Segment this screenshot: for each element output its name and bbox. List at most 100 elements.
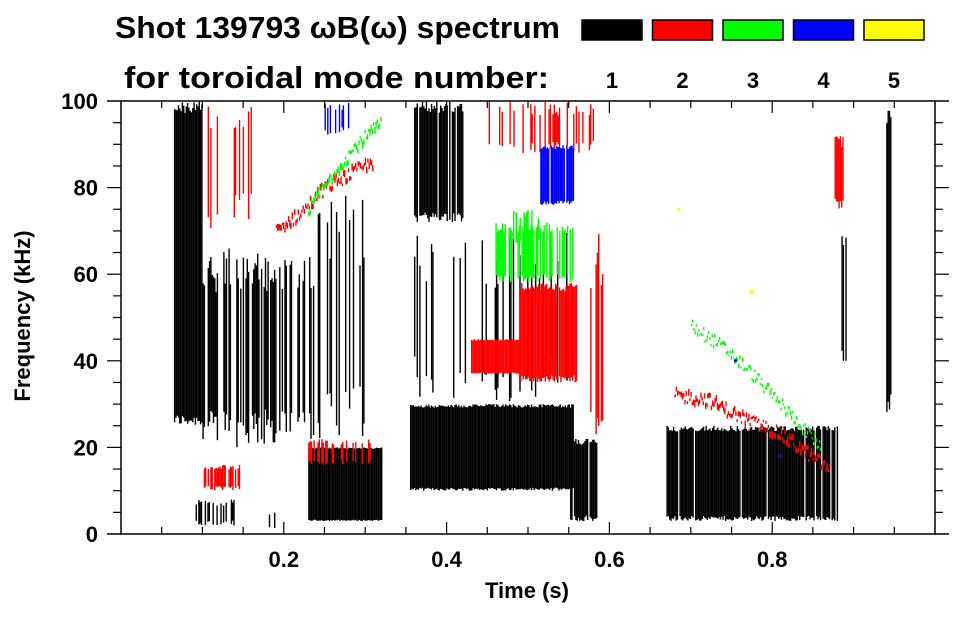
spectral-streak-mode-1	[774, 431, 776, 521]
spectral-streak-mode-1	[523, 406, 525, 490]
spectral-streak-mode-2	[228, 469, 230, 488]
spectral-streak-mode-2	[215, 467, 217, 487]
spectral-streak-mode-1	[689, 427, 692, 519]
spectral-streak-mode-1	[684, 426, 686, 518]
mode-ridge-mode-2	[764, 428, 766, 432]
spectral-streak-mode-1	[297, 287, 299, 422]
mode-ridge-mode-3	[344, 156, 347, 160]
spectral-streak-mode-1	[541, 407, 543, 489]
mode-ridge-mode-2	[737, 411, 739, 417]
spectral-streak-mode-1	[799, 429, 801, 521]
mode-ridge-mode-2	[733, 406, 736, 412]
spectral-streak-mode-1	[460, 405, 463, 489]
mode-ridge-mode-3	[766, 382, 769, 386]
spectral-streak-mode-1	[192, 108, 194, 423]
mode-ridge-mode-2	[738, 411, 741, 416]
spectral-streak-mode-1	[671, 430, 673, 519]
spectral-streak-mode-1	[546, 405, 548, 489]
spectral-streak-mode-1	[176, 110, 178, 416]
spectral-streak-mode-1	[200, 501, 203, 525]
spectral-streak-mode-2	[558, 107, 561, 151]
mode-ridge-mode-2	[369, 158, 372, 165]
spectral-streak-mode-1	[281, 289, 284, 412]
mode-ridge-mode-3	[716, 343, 718, 347]
spectral-streak-mode-2	[233, 128, 235, 218]
mode-ridge-mode-2	[324, 181, 326, 184]
mode-ridge-mode-3	[769, 390, 771, 395]
mode-ridge-mode-3	[736, 357, 739, 361]
spectral-streak-mode-1	[555, 406, 557, 488]
spectral-streak-mode-1	[516, 407, 518, 490]
spectral-streak-mode-2	[542, 283, 544, 379]
spectral-streak-mode-1	[365, 448, 367, 521]
spectral-streak-mode-2	[478, 340, 481, 374]
mode-ridge-mode-2	[736, 419, 738, 423]
spectral-streak-mode-1	[190, 112, 193, 421]
mode-ridge-mode-3	[700, 333, 702, 336]
mode-ridge-mode-2	[318, 195, 320, 199]
spectral-streak-mode-1	[568, 404, 570, 489]
spectral-streak-mode-1	[809, 428, 811, 520]
spectral-streak-mode-2	[548, 287, 550, 382]
spectral-streak-mode-2	[548, 109, 550, 145]
spectral-streak-mode-1	[788, 430, 790, 521]
spectral-streak-mode-1	[454, 404, 456, 490]
spectral-streak-mode-1	[710, 430, 712, 517]
spectral-streak-mode-2	[543, 286, 545, 377]
mode-ridge-mode-2	[700, 392, 702, 398]
mode-ridge-mode-3	[812, 442, 815, 445]
spectral-streak-mode-2	[507, 339, 509, 374]
spectral-streak-mode-3	[569, 229, 571, 283]
spectral-streak-mode-2	[220, 468, 222, 488]
spectral-streak-mode-2	[556, 111, 558, 142]
spectral-streak-mode-2	[486, 339, 488, 373]
spectral-streak-mode-2	[476, 340, 478, 374]
spectral-streak-mode-1	[319, 447, 322, 521]
legend-swatch-mode-1	[581, 19, 643, 41]
spectral-streak-mode-1	[326, 222, 329, 395]
x-tick-label: 0.4	[431, 547, 462, 572]
mode-ridge-mode-3	[755, 377, 758, 380]
spectral-streak-mode-1	[368, 448, 370, 521]
mode-ridge-mode-2	[739, 412, 741, 418]
spectral-streak-mode-1	[329, 258, 331, 394]
spectral-streak-mode-1	[592, 439, 594, 521]
spectral-streak-mode-1	[512, 404, 515, 491]
spectral-streak-mode-1	[797, 429, 800, 517]
spectral-streak-mode-1	[521, 407, 524, 489]
mode-ridge-mode-2	[286, 223, 288, 229]
spectral-streak-mode-1	[741, 429, 744, 518]
spectral-streak-mode-2	[473, 339, 475, 374]
mode-ridge-mode-2	[706, 403, 708, 407]
mode-ridge-mode-2	[724, 408, 726, 415]
spectral-streak-mode-1	[378, 448, 380, 521]
legend-label-mode-1: 1	[606, 68, 618, 93]
spectral-streak-mode-2	[575, 284, 578, 382]
mode-ridge-mode-3	[793, 420, 795, 425]
spectral-streak-mode-1	[489, 404, 491, 489]
mode-ridge-mode-3	[781, 398, 783, 402]
spectral-streak-mode-1	[331, 448, 333, 521]
mode-ridge-mode-2	[726, 414, 728, 419]
spectral-streak-mode-2	[485, 339, 487, 374]
mode-ridge-mode-2	[334, 175, 336, 183]
spectral-streak-mode-4	[571, 145, 573, 202]
spectral-streak-mode-1	[530, 404, 533, 491]
legend-label-mode-5: 5	[888, 68, 900, 93]
mode-ridge-mode-3	[805, 436, 807, 438]
mode-ridge-mode-2	[785, 440, 787, 447]
spectral-streak-mode-1	[589, 442, 591, 518]
spectral-streak-mode-3	[503, 231, 505, 276]
mode-ridge-mode-2	[749, 422, 751, 427]
spectral-streak-mode-1	[508, 234, 511, 402]
mode-ridge-mode-3	[348, 150, 350, 155]
mode-ridge-mode-3	[351, 149, 353, 154]
spectral-streak-mode-1	[826, 430, 828, 517]
spectral-streak-mode-1	[318, 448, 320, 521]
spectral-streak-mode-1	[361, 448, 363, 521]
spectral-streak-mode-1	[379, 448, 382, 520]
spectral-streak-mode-1	[240, 288, 242, 423]
mode-ridge-mode-2	[685, 390, 687, 396]
spectral-streak-mode-3	[500, 229, 502, 275]
spectral-streak-mode-1	[442, 405, 444, 490]
